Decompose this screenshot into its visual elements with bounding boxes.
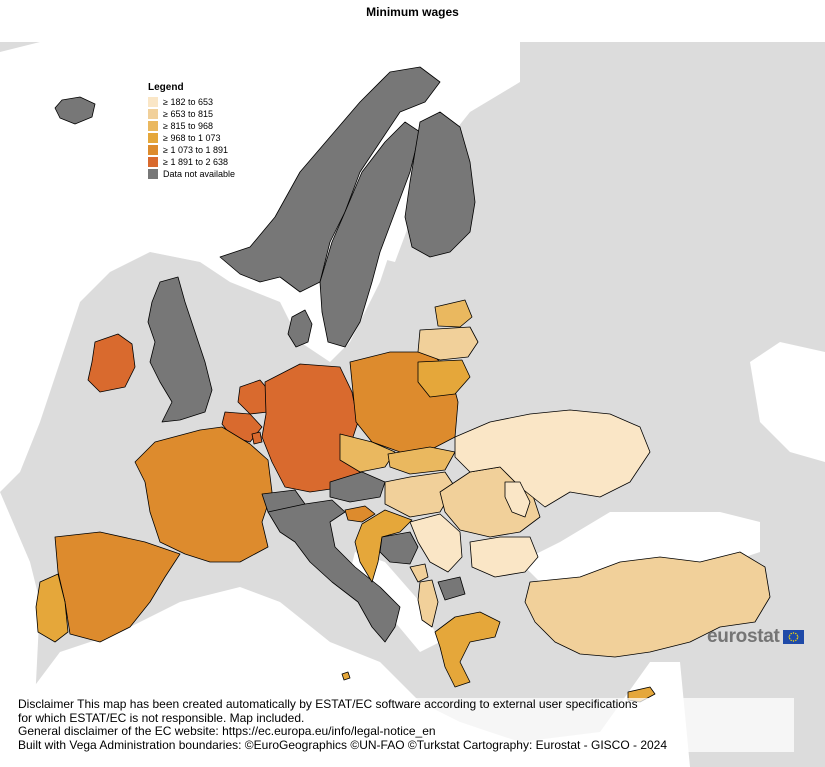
- region-t-rkiye: [524, 551, 771, 658]
- legend-label: ≥ 182 to 653: [163, 97, 213, 107]
- region-sweden: [319, 121, 421, 348]
- region-albania: [417, 579, 439, 628]
- eurostat-logo-text: eurostat: [707, 626, 780, 647]
- legend-swatch: [148, 133, 158, 143]
- region-slovakia: [387, 446, 456, 475]
- disclaimer-line: for which ESTAT/EC is not responsible. M…: [18, 710, 305, 725]
- region-greece: [434, 611, 501, 688]
- legend-swatch: [148, 97, 158, 107]
- legend-label: ≥ 653 to 815: [163, 109, 213, 119]
- europe-map: [0, 42, 825, 767]
- region-luxembourg: [251, 431, 263, 445]
- region-norway: [219, 66, 441, 293]
- region-moldova: [504, 481, 531, 518]
- region-czechia: [339, 433, 396, 473]
- legend-label: ≥ 1 073 to 1 891: [163, 145, 228, 155]
- legend-item: ≥ 653 to 815: [148, 108, 235, 120]
- region-united-kingdom: [147, 276, 213, 423]
- legend-swatch: [148, 109, 158, 119]
- legend-label: ≥ 1 891 to 2 638: [163, 157, 228, 167]
- legend-label: ≥ 968 to 1 073: [163, 133, 221, 143]
- eurostat-logo: eurostat: [707, 626, 804, 648]
- region-north-macedonia: [437, 576, 466, 601]
- disclaimer-line: General disclaimer of the EC website: ht…: [18, 724, 436, 738]
- map-title: Minimum wages: [366, 5, 459, 19]
- region-iceland: [54, 96, 96, 125]
- disclaimer: Disclaimer This map has been created aut…: [18, 697, 794, 752]
- region-latvia: [417, 326, 479, 361]
- legend-item: ≥ 968 to 1 073: [148, 132, 235, 144]
- countries: [35, 66, 771, 703]
- region-ukraine: [454, 409, 651, 508]
- region-italy: [267, 499, 401, 643]
- legend-item: ≥ 1 891 to 2 638: [148, 156, 235, 168]
- region-lithuania: [417, 359, 471, 398]
- legend-item: ≥ 1 073 to 1 891: [148, 144, 235, 156]
- region-slovenia: [344, 505, 376, 523]
- legend-items: ≥ 182 to 653 ≥ 653 to 815 ≥ 815 to 968 ≥ 96…: [148, 96, 235, 180]
- region-ireland: [87, 333, 136, 393]
- region-bulgaria: [469, 536, 539, 578]
- legend-swatch: [148, 157, 158, 167]
- region-denmark: [287, 309, 313, 348]
- legend-item: Data not available: [148, 168, 235, 180]
- region-estonia: [434, 299, 473, 328]
- region-serbia: [409, 513, 463, 573]
- legend-item: ≥ 182 to 653: [148, 96, 235, 108]
- region-montenegro: [409, 563, 429, 583]
- legend-swatch: [148, 121, 158, 131]
- legend-title: Legend: [148, 82, 184, 93]
- legend-item: ≥ 815 to 968: [148, 120, 235, 132]
- map-legend: Legend ≥ 182 to 653 ≥ 653 to 815 ≥ 815 to …: [148, 82, 235, 180]
- eu-flag-icon: [782, 630, 804, 644]
- disclaimer-line: Disclaimer This map has been created aut…: [18, 697, 638, 711]
- legend-swatch: [148, 145, 158, 155]
- legend-label: ≥ 815 to 968: [163, 121, 213, 131]
- region-france: [134, 426, 273, 563]
- legend-label: Data not available: [163, 169, 236, 179]
- region-finland: [404, 111, 476, 258]
- disclaimer-line: Built with Vega Administration boundarie…: [18, 737, 668, 752]
- legend-swatch: [148, 169, 158, 179]
- region-malta: [341, 671, 351, 681]
- region-bosnia-and-herzegovina: [379, 531, 419, 565]
- region-portugal: [35, 573, 69, 643]
